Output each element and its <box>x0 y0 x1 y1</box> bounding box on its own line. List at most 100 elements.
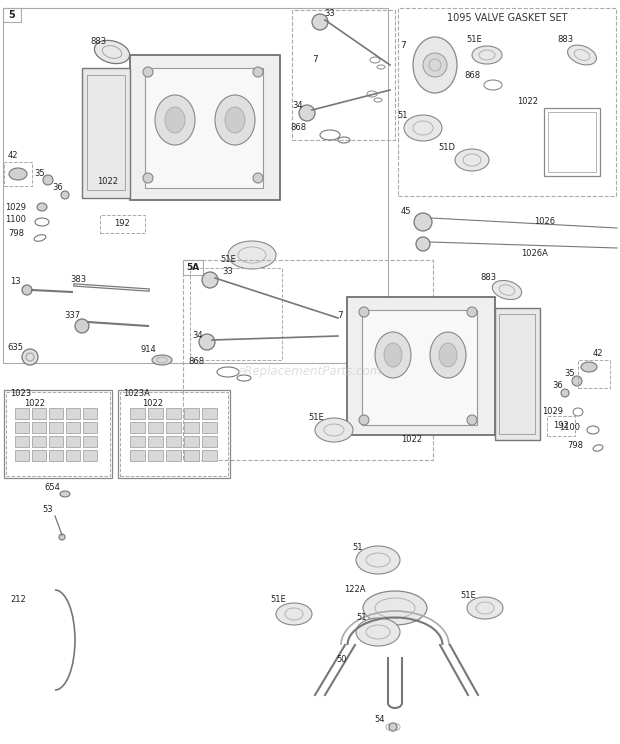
Bar <box>3 8 388 363</box>
Bar <box>15 422 29 433</box>
Bar <box>49 450 63 461</box>
Text: 914: 914 <box>140 345 156 354</box>
Text: 1022: 1022 <box>402 435 422 444</box>
Circle shape <box>253 67 263 77</box>
Text: 51: 51 <box>398 111 408 120</box>
Text: 33: 33 <box>223 266 233 275</box>
Text: 883: 883 <box>480 274 496 283</box>
Text: 36: 36 <box>552 380 564 390</box>
Text: 1023: 1023 <box>10 390 31 399</box>
Circle shape <box>199 334 215 350</box>
Bar <box>32 436 46 447</box>
Bar <box>15 408 29 419</box>
Text: 33: 33 <box>325 8 335 18</box>
Circle shape <box>359 307 369 317</box>
Bar <box>66 450 80 461</box>
Circle shape <box>253 173 263 183</box>
Text: 635: 635 <box>7 344 23 353</box>
Text: 383: 383 <box>70 275 86 284</box>
Bar <box>32 422 46 433</box>
Bar <box>130 55 280 200</box>
Bar <box>184 408 199 419</box>
Text: 1029: 1029 <box>542 408 564 417</box>
Text: 53: 53 <box>43 505 53 515</box>
Text: 51E: 51E <box>308 414 324 423</box>
Bar <box>202 408 217 419</box>
Ellipse shape <box>94 40 130 63</box>
Text: 1022: 1022 <box>518 97 539 106</box>
Circle shape <box>561 389 569 397</box>
Text: 42: 42 <box>593 350 603 359</box>
Bar <box>118 390 230 478</box>
Bar <box>4 390 112 478</box>
Text: 1095 VALVE GASKET SET: 1095 VALVE GASKET SET <box>447 13 567 23</box>
Bar <box>130 450 145 461</box>
Ellipse shape <box>492 280 521 300</box>
Text: 868: 868 <box>464 71 480 80</box>
Text: 5: 5 <box>9 10 16 20</box>
Text: 1100: 1100 <box>6 216 27 225</box>
Text: 337: 337 <box>64 312 80 321</box>
Text: 192: 192 <box>553 422 569 431</box>
Bar <box>83 422 97 433</box>
Bar <box>100 215 145 233</box>
Ellipse shape <box>375 332 411 378</box>
Text: 7: 7 <box>337 312 343 321</box>
Text: 1100: 1100 <box>559 423 580 432</box>
Circle shape <box>143 173 153 183</box>
Text: 51E: 51E <box>466 36 482 45</box>
Text: 42: 42 <box>8 152 19 161</box>
Circle shape <box>572 376 582 386</box>
Circle shape <box>467 415 477 425</box>
Ellipse shape <box>467 597 503 619</box>
Bar <box>202 422 217 433</box>
Ellipse shape <box>363 591 427 625</box>
Bar <box>83 436 97 447</box>
Bar <box>202 436 217 447</box>
Bar <box>49 422 63 433</box>
Bar <box>32 408 46 419</box>
Bar <box>120 392 228 476</box>
Ellipse shape <box>439 343 457 367</box>
Text: 51: 51 <box>353 544 363 553</box>
Bar <box>82 68 130 198</box>
Bar <box>495 308 540 440</box>
Ellipse shape <box>430 332 466 378</box>
Ellipse shape <box>60 491 70 497</box>
Bar <box>184 422 199 433</box>
Circle shape <box>43 175 53 185</box>
Bar <box>66 408 80 419</box>
Ellipse shape <box>9 168 27 180</box>
Ellipse shape <box>384 343 402 367</box>
Bar <box>6 392 110 476</box>
Circle shape <box>61 191 69 199</box>
Text: 868: 868 <box>290 124 306 132</box>
Ellipse shape <box>37 203 47 211</box>
Ellipse shape <box>455 149 489 171</box>
Bar <box>547 416 575 436</box>
Bar <box>292 10 395 140</box>
Ellipse shape <box>225 107 245 133</box>
Bar <box>544 108 600 176</box>
Text: 5A: 5A <box>187 263 200 272</box>
Ellipse shape <box>215 95 255 145</box>
Text: 798: 798 <box>8 229 24 239</box>
Circle shape <box>22 349 38 365</box>
Ellipse shape <box>581 362 597 372</box>
Circle shape <box>414 213 432 231</box>
Text: 192: 192 <box>114 219 130 228</box>
Bar <box>190 268 282 360</box>
Circle shape <box>359 415 369 425</box>
Ellipse shape <box>228 241 276 269</box>
Text: 7: 7 <box>312 56 318 65</box>
Circle shape <box>423 53 447 77</box>
Bar <box>4 162 32 186</box>
Text: 1022: 1022 <box>143 399 164 408</box>
Bar <box>578 360 610 388</box>
Ellipse shape <box>315 418 353 442</box>
Text: 45: 45 <box>401 208 411 217</box>
Bar <box>166 436 181 447</box>
Bar <box>145 68 263 188</box>
Circle shape <box>75 319 89 333</box>
Ellipse shape <box>404 115 442 141</box>
